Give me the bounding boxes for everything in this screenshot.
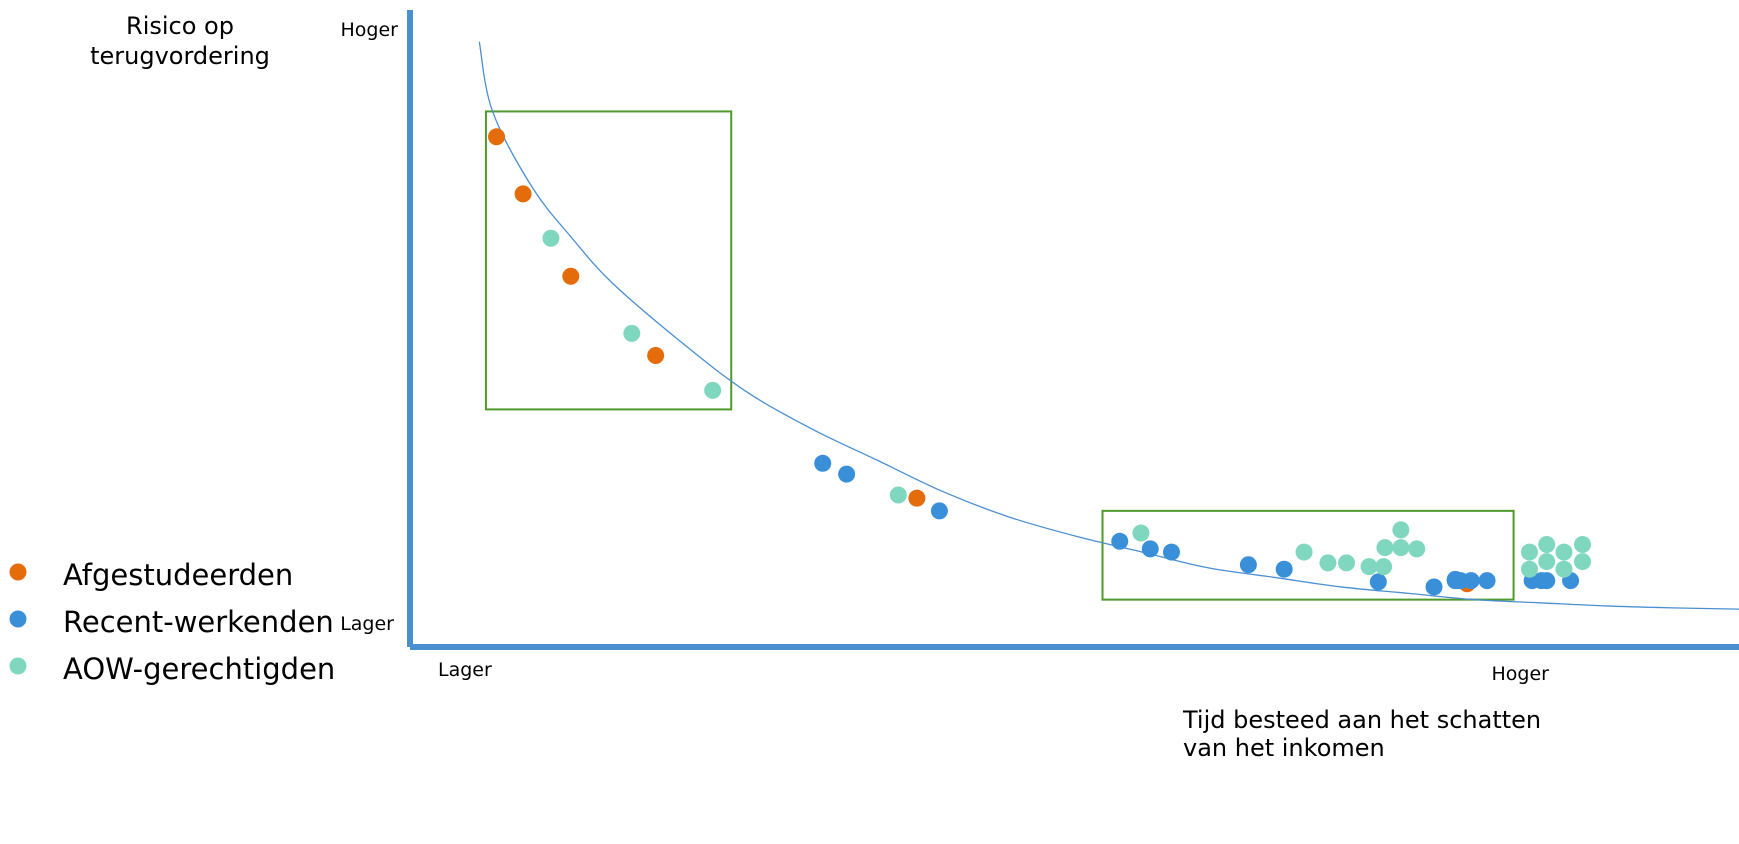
point-recent-werkenden-20 (1538, 572, 1556, 590)
point-recent-werkenden-1 (814, 454, 832, 472)
y-axis-high-label: Hoger (341, 19, 399, 41)
x-axis-title-line2: van het inkomen (1183, 734, 1385, 762)
point-recent-werkenden-5 (1141, 540, 1159, 558)
point-afgestudeerden-2 (514, 185, 532, 203)
trend-curve-line (478, 41, 1739, 610)
legend-marker-3 (9, 657, 27, 675)
highlight-boxes (484, 110, 1515, 601)
x-axis-high-label: Hoger (1492, 663, 1550, 685)
x-axis-low-label: Lager (438, 659, 492, 681)
point-recent-werkenden-10 (1425, 578, 1443, 596)
point-aow-gerechtigden-6 (1295, 543, 1313, 561)
point-afgestudeerden-4 (647, 347, 665, 365)
y-axis-title-line2: terugvordering (90, 42, 270, 70)
point-recent-werkenden-3 (930, 502, 948, 520)
point-aow-gerechtigden-14 (1392, 521, 1410, 539)
point-aow-gerechtigden-22 (1574, 553, 1592, 571)
legend: Afgestudeerden Recent-werkenden AOW-gerech… (9, 558, 335, 686)
highlight-box-2 (1101, 509, 1515, 601)
y-axis-title-line1: Risico op (126, 12, 234, 40)
x-axis-title-line1: Tijd besteed aan het schatten (1182, 706, 1541, 734)
y-axis-low-label: Lager (340, 613, 394, 635)
point-recent-werkenden-15 (1478, 572, 1496, 590)
point-recent-werkenden-2 (838, 465, 856, 483)
point-aow-gerechtigden-1 (542, 229, 560, 247)
legend-label-1: Afgestudeerden (63, 558, 293, 592)
point-aow-gerechtigden-13 (1408, 540, 1426, 558)
highlight-box-1 (484, 110, 733, 411)
point-recent-werkenden-6 (1162, 543, 1180, 561)
point-aow-gerechtigden-10 (1375, 558, 1393, 576)
point-aow-gerechtigden-21 (1555, 560, 1573, 578)
point-aow-gerechtigden-19 (1520, 560, 1538, 578)
point-aow-gerechtigden-12 (1392, 539, 1410, 557)
point-recent-werkenden-17 (1446, 571, 1464, 589)
point-aow-gerechtigden-16 (1538, 535, 1556, 553)
point-afgestudeerden-5 (908, 489, 926, 507)
legend-label-2: Recent-werkenden (63, 605, 334, 639)
point-recent-werkenden-8 (1275, 560, 1293, 578)
point-aow-gerechtigden-18 (1574, 535, 1592, 553)
point-aow-gerechtigden-15 (1520, 543, 1538, 561)
point-recent-werkenden-7 (1239, 556, 1257, 574)
legend-marker-1 (9, 563, 27, 581)
point-aow-gerechtigden-4 (889, 486, 907, 504)
point-aow-gerechtigden-3 (704, 381, 722, 399)
point-aow-gerechtigden-17 (1555, 543, 1573, 561)
point-afgestudeerden-1 (488, 128, 506, 146)
point-afgestudeerden-3 (562, 267, 580, 285)
data-points (488, 128, 1592, 596)
point-recent-werkenden-4 (1111, 532, 1129, 550)
point-recent-werkenden-9 (1369, 573, 1387, 591)
legend-label-3: AOW-gerechtigden (63, 652, 335, 686)
point-aow-gerechtigden-8 (1338, 554, 1356, 572)
point-aow-gerechtigden-11 (1376, 539, 1394, 557)
trend-curve (478, 41, 1739, 610)
point-aow-gerechtigden-9 (1360, 558, 1378, 576)
point-recent-werkenden-14 (1462, 572, 1480, 590)
point-aow-gerechtigden-7 (1319, 554, 1337, 572)
legend-marker-2 (9, 610, 27, 628)
point-aow-gerechtigden-2 (623, 324, 641, 342)
point-aow-gerechtigden-5 (1132, 524, 1150, 542)
point-aow-gerechtigden-20 (1538, 553, 1556, 571)
